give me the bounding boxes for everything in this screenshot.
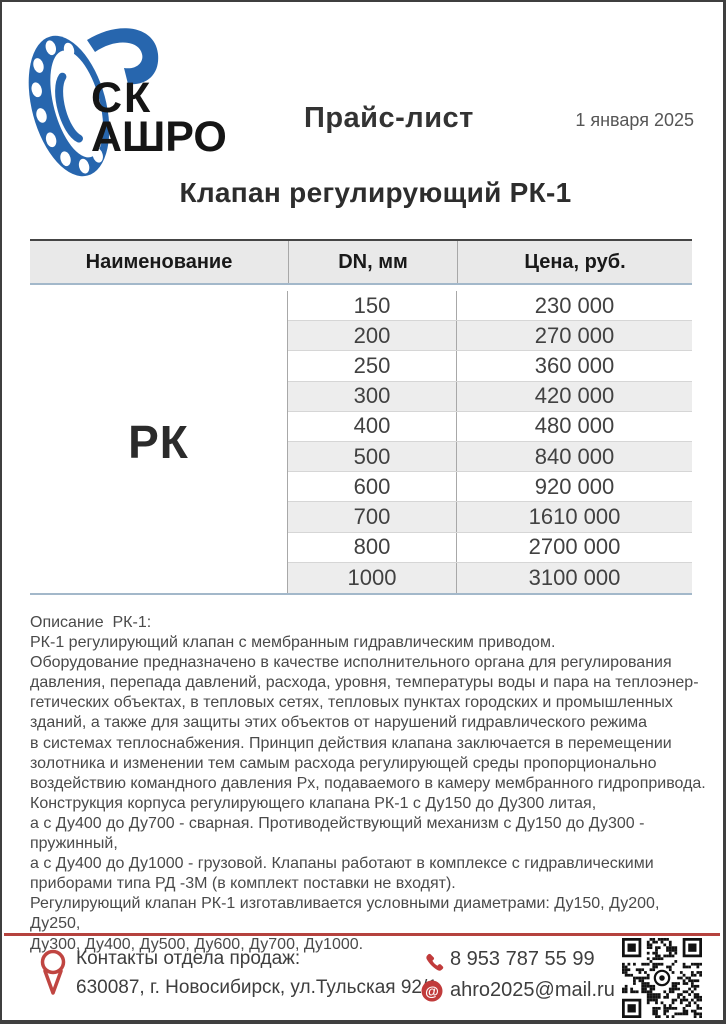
footer-divider [4,933,720,936]
product-title: Клапан регулирующий РК-1 [179,177,572,208]
description-section: Описание РК-1: РК-1 регулирующий клапан … [30,613,708,955]
description-line: Регулирующий клапан РК-1 изготавливается… [30,895,664,933]
qr-code-icon [622,938,702,1018]
description-heading: Описание РК-1: [30,614,152,631]
price-cell: 3100 000 [528,564,621,590]
description-line: давления, перепада давлений, расхода, ур… [30,674,699,692]
description-line: в системах теплоснабжения. Принцип дейст… [30,734,672,752]
price-cell: 420 000 [534,383,615,409]
price-cell: 230 000 [534,292,615,318]
table-row: 200 270 000 [288,321,692,352]
contacts-label: Контакты отдела продаж: [76,948,301,969]
dn-cell: 1000 [288,562,457,593]
table-body-rows: 150 230 000 200 270 000 250 360 000 300 420 000… [288,291,692,593]
table-header-dn: DN, мм [288,241,457,283]
qr-modules [622,938,702,1018]
price-cell: 360 000 [534,352,615,378]
price-cell: 2700 000 [528,534,621,560]
dn-cell: 500 [288,441,457,472]
table-header-price: Цена, руб. [457,241,692,283]
table-header-name: Наименование [85,250,233,273]
table-row: 300 420 000 [288,381,692,412]
logo-swoosh [87,28,159,85]
logo-text-line1: СК [91,74,152,122]
description-line: а с Ду400 до Ду1000 - грузовой. Клапаны … [30,855,654,873]
contacts-address: 630087, г. Новосибирск, ул.Тульская 92/1 [76,977,438,998]
price-cell: 1610 000 [528,503,621,529]
dn-cell: 200 [288,321,457,351]
svg-text:@: @ [425,983,439,999]
description-line: золотника и изменении тем самым расхода … [30,754,657,772]
table-row: 250 360 000 [288,351,692,382]
table-row: 150 230 000 [288,291,692,322]
dn-cell: 700 [288,502,457,532]
price-cell: 480 000 [534,413,615,439]
email-icon: @ [421,980,443,1002]
location-pin-icon [40,949,66,995]
table-row: 500 840 000 [288,441,692,473]
document-date: 1 января 2025 [575,110,694,130]
flange-icon [28,35,110,177]
description-line: приборами типа РД -3М (в комплект постав… [30,875,456,893]
document-title: Прайс-лист [304,102,474,134]
price-cell: 920 000 [534,473,615,499]
description-line: зданий, а также для защиты этих объектов… [30,714,648,732]
description-text: РК-1 регулирующий клапан с мембранным ги… [30,633,708,955]
description-line: Конструкция корпуса регулирующего клапан… [30,794,597,812]
price-table: Наименование DN, мм Цена, руб. РК 150 230… [30,239,692,595]
description-line: а с Ду400 до Ду700 - сварная. Противодей… [30,814,649,853]
company-logo: СК АШРО [28,28,227,177]
product-group-cell: РК [30,291,288,593]
dn-cell: 150 [288,291,457,321]
logo-text-line2: АШРО [91,113,227,161]
table-row: 700 1610 000 [288,502,692,533]
price-cell: 270 000 [534,322,615,348]
dn-cell: 300 [288,381,457,411]
description-line: Ду300, Ду400, Ду500, Ду600, Ду700, Ду100… [30,935,364,953]
table-body: РК 150 230 000 200 270 000 250 360 000 300 420 … [30,291,692,595]
table-header-row: Наименование DN, мм Цена, руб. [30,239,692,285]
table-row: 800 2700 000 [288,532,692,563]
description-line: РК-1 регулирующий клапан с мембранным ги… [30,634,556,652]
phone-icon [426,953,444,971]
dn-cell: 400 [288,411,457,441]
table-row: 400 480 000 [288,411,692,442]
table-row: 1000 3100 000 [288,562,692,593]
description-line: гетических объектах, в тепловых сетях, т… [30,694,673,712]
phone-number: 8 953 787 55 99 [450,948,595,970]
price-cell: 840 000 [534,443,615,469]
email-address: ahro2025@mail.ru [450,979,615,1001]
description-line: Оборудование предназначено в качестве ис… [30,654,672,672]
description-line: воздействию командного давления Рх, пода… [30,774,706,792]
dn-cell: 250 [288,351,457,381]
table-row: 600 920 000 [288,472,692,503]
dn-cell: 800 [288,532,457,562]
dn-cell: 600 [288,472,457,502]
